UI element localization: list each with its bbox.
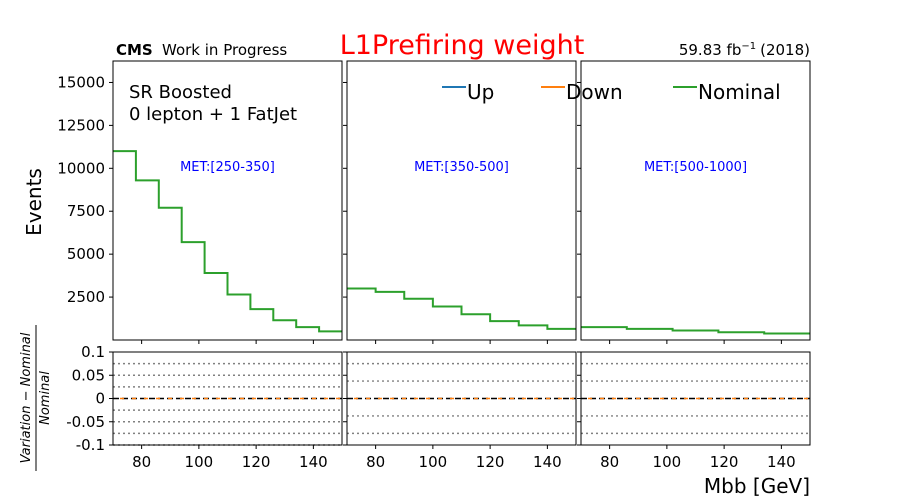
x-axis-label: Mbb [GeV]	[704, 474, 810, 498]
main-y-tick-label-4: 12500	[57, 116, 105, 134]
region-label-1: SR Boosted	[129, 82, 232, 103]
main-y-tick-label-0: 2500	[67, 288, 105, 306]
legend-down-label: Down	[566, 80, 623, 104]
main-panel-frame-0	[112, 60, 343, 341]
x-tick-label-0-3: 140	[299, 453, 328, 471]
main-y-tick-label-3: 10000	[57, 159, 105, 177]
nominal-histogram-0	[113, 150, 342, 333]
lumi-year: (2018)	[760, 41, 810, 59]
main-panel-frame-2	[580, 60, 811, 341]
x-tick-label-0-2: 120	[242, 453, 271, 471]
ratio-y-tick-label-1: 0.05	[72, 366, 105, 384]
nominal-histogram-1	[347, 287, 576, 330]
ratio-y-tick-label-4: -0.1	[76, 436, 105, 454]
main-y-tick-label-5: 15000	[57, 73, 105, 91]
x-tick-label-2-3: 140	[767, 453, 796, 471]
legend-up-label: Up	[467, 80, 494, 104]
lumi-value: 59.83 fb	[679, 41, 742, 59]
x-tick-label-2-1: 100	[653, 453, 682, 471]
y-axis-label: Events	[22, 168, 46, 236]
ratio-y-tick-label-3: -0.05	[66, 413, 105, 431]
x-tick-label-1-0: 80	[366, 453, 385, 471]
x-tick-label-0-0: 80	[132, 453, 151, 471]
x-tick-label-1-1: 100	[419, 453, 448, 471]
legend: Up Down Nominal	[442, 80, 781, 104]
status-label: Work in Progress	[162, 41, 287, 59]
x-tick-label-0-1: 100	[185, 453, 214, 471]
met-label-0: MET:[250-350]	[180, 160, 275, 175]
ratio-y-tick-label-2: 0	[95, 390, 105, 408]
x-tick-label-2-2: 120	[710, 453, 739, 471]
lumi-exponent: −1	[741, 41, 756, 52]
legend-nominal-label: Nominal	[698, 80, 781, 104]
ratio-ylabel-numerator: Variation − Nominal	[19, 332, 34, 463]
main-y-tick-label-2: 7500	[67, 202, 105, 220]
region-label-2: 0 lepton + 1 FatJet	[129, 104, 297, 125]
x-tick-label-1-3: 140	[533, 453, 562, 471]
chart-title: L1Prefiring weight	[340, 30, 585, 61]
met-label-1: MET:[350-500]	[414, 160, 509, 175]
ratio-y-tick-label-0: 0.1	[81, 343, 105, 361]
x-tick-label-1-2: 120	[476, 453, 505, 471]
ratio-ylabel-denominator: Nominal	[38, 371, 53, 425]
main-y-tick-label-1: 5000	[67, 245, 105, 263]
ratio-y-axis-label: Variation − Nominal Nominal	[19, 325, 53, 471]
met-label-2: MET:[500-1000]	[644, 160, 747, 175]
main-panel-frame-1	[346, 60, 577, 341]
lumi-label: 59.83 fb−1 (2018)	[679, 41, 810, 59]
cms-label: CMS	[116, 41, 153, 59]
nominal-histogram-2	[581, 326, 810, 335]
x-tick-label-2-0: 80	[600, 453, 619, 471]
